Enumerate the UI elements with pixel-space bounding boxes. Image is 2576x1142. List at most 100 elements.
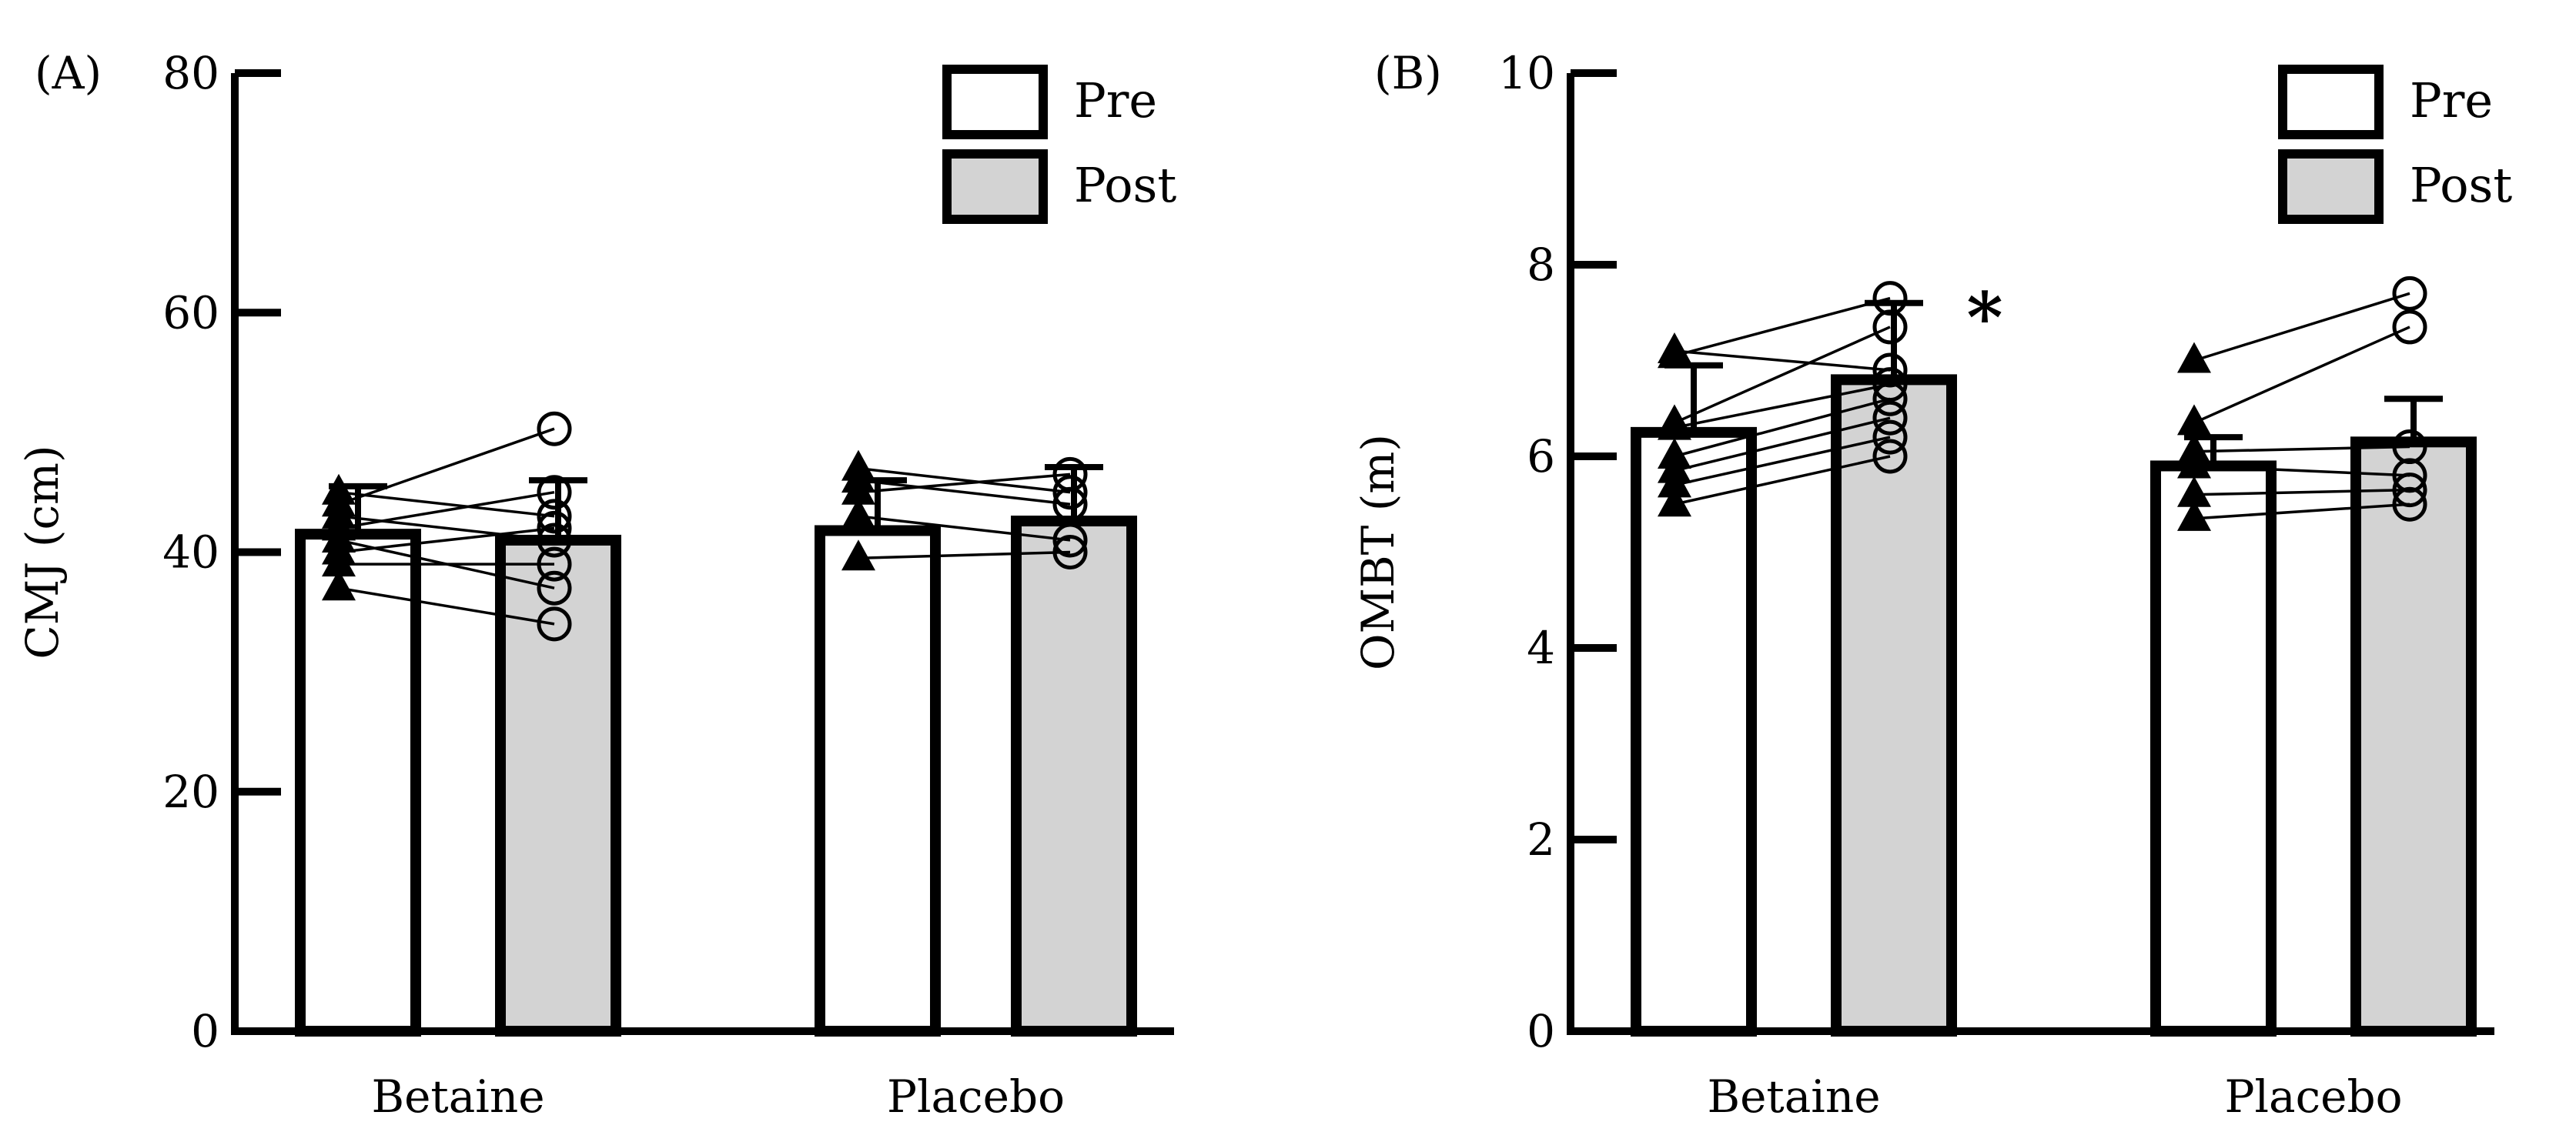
pre-marker-triangle (2177, 404, 2211, 436)
participant-line (1674, 382, 1891, 429)
participant-line (338, 490, 555, 518)
post-marker-circle (1872, 439, 1908, 474)
post-marker-circle (1052, 523, 1088, 558)
x-category-label: Betaine (371, 1070, 544, 1123)
participant-line (2193, 464, 2410, 477)
y-tick-label: 8 (1527, 239, 1555, 291)
post-marker-circle (1872, 419, 1908, 455)
pre-marker-triangle (1658, 486, 1691, 517)
y-tick-label: 20 (162, 766, 219, 818)
participant-line (858, 550, 1071, 560)
legend-label: Pre (1074, 72, 1157, 129)
participant-line (1674, 397, 1891, 458)
participant-line (338, 490, 555, 530)
post-marker-circle (537, 510, 572, 546)
bar-post (1011, 516, 1137, 1037)
participant-line (2193, 326, 2410, 425)
post-marker-circle (1052, 475, 1088, 510)
post-marker-circle (2392, 429, 2427, 465)
post-marker-circle (2392, 309, 2427, 345)
participant-line (858, 479, 1071, 506)
y-tick-label: 2 (1527, 813, 1555, 866)
participant-line (2193, 488, 2410, 496)
post-marker-circle (537, 475, 572, 510)
bar-pre (1631, 426, 1757, 1037)
participant-line (1674, 296, 1891, 357)
y-tick-label: 40 (162, 526, 219, 579)
panel-label: (B) (1374, 47, 1442, 99)
pre-marker-triangle (322, 473, 356, 505)
bar-pre (815, 525, 941, 1037)
legend-swatch-pre (942, 65, 1048, 139)
legend-swatch-post (2278, 149, 2384, 224)
post-marker-circle (2392, 472, 2427, 508)
post-marker-circle (2392, 458, 2427, 493)
legend-label: Pre (2410, 72, 2493, 129)
participant-line (2193, 445, 2410, 453)
post-marker-circle (537, 570, 572, 606)
y-tick-label: 0 (191, 1005, 219, 1057)
significance-asterisk: * (1966, 277, 2002, 359)
pre-marker-triangle (841, 449, 875, 481)
post-marker-circle (537, 546, 572, 582)
pre-marker-triangle (2177, 342, 2211, 373)
pre-marker-triangle (322, 509, 356, 541)
participant-line (2193, 292, 2410, 362)
post-marker-circle (1872, 400, 1908, 436)
participant-line (1674, 349, 1891, 372)
post-marker-circle (537, 523, 572, 558)
post-marker-circle (1872, 309, 1908, 345)
post-marker-circle (1872, 352, 1908, 388)
participant-line (2193, 503, 2410, 520)
pre-marker-triangle (1658, 438, 1691, 469)
participant-line (338, 586, 555, 626)
x-category-label: Betaine (1707, 1070, 1880, 1123)
legend-label: Post (1074, 157, 1176, 213)
panel-b: (B) OMBT (m) 0 2 4 6 8 10 Betaine Placebo * Pre Post (1352, 47, 2512, 1123)
participant-line (858, 466, 1071, 494)
legend-label: Post (2410, 157, 2512, 213)
x-category-label: Placebo (887, 1070, 1065, 1123)
participant-line (1674, 436, 1891, 487)
y-tick-label: 6 (1527, 430, 1555, 483)
pre-marker-triangle (841, 473, 875, 505)
legend-swatch-pre (2278, 65, 2384, 139)
participant-line (858, 515, 1071, 542)
post-marker-circle (2392, 275, 2427, 311)
pre-marker-triangle (322, 569, 356, 601)
y-tick-label: 4 (1527, 622, 1555, 674)
pre-marker-triangle (322, 546, 356, 577)
pre-marker-triangle (1658, 332, 1691, 364)
pre-marker-triangle (841, 539, 875, 571)
participant-line (1674, 455, 1891, 506)
x-category-label: Placebo (2224, 1070, 2402, 1123)
pre-marker-triangle (1658, 409, 1691, 440)
post-marker-circle (1872, 281, 1908, 316)
panel-label: (A) (35, 47, 102, 99)
legend-swatch-post (942, 149, 1048, 224)
pre-marker-triangle (2177, 499, 2211, 531)
post-marker-circle (1872, 381, 1908, 416)
pre-marker-triangle (2177, 432, 2211, 464)
bar-post (495, 534, 621, 1037)
participant-line (338, 427, 555, 506)
y-tick-label: 10 (1498, 47, 1555, 99)
post-marker-circle (537, 499, 572, 534)
y-axis-label: OMBT (m) (1352, 434, 1404, 670)
y-tick-label: 0 (1527, 1005, 1555, 1057)
bar-pre (295, 529, 421, 1037)
post-marker-circle (1052, 535, 1088, 569)
post-marker-circle (537, 411, 572, 446)
bar-post (1831, 374, 1957, 1037)
pre-marker-triangle (2177, 476, 2211, 507)
panel-a: (A) CMJ (cm) 0 20 40 60 80 Betaine Placebo Pre Pos… (16, 47, 1176, 1123)
y-axis-label: CMJ (cm) (16, 445, 69, 659)
pre-marker-triangle (841, 497, 875, 529)
bar-pre (2150, 460, 2277, 1037)
post-marker-circle (2392, 486, 2427, 522)
participant-line (1674, 326, 1891, 425)
y-tick-label: 60 (162, 286, 219, 339)
participant-line (1674, 416, 1891, 472)
post-marker-circle (1872, 367, 1908, 402)
